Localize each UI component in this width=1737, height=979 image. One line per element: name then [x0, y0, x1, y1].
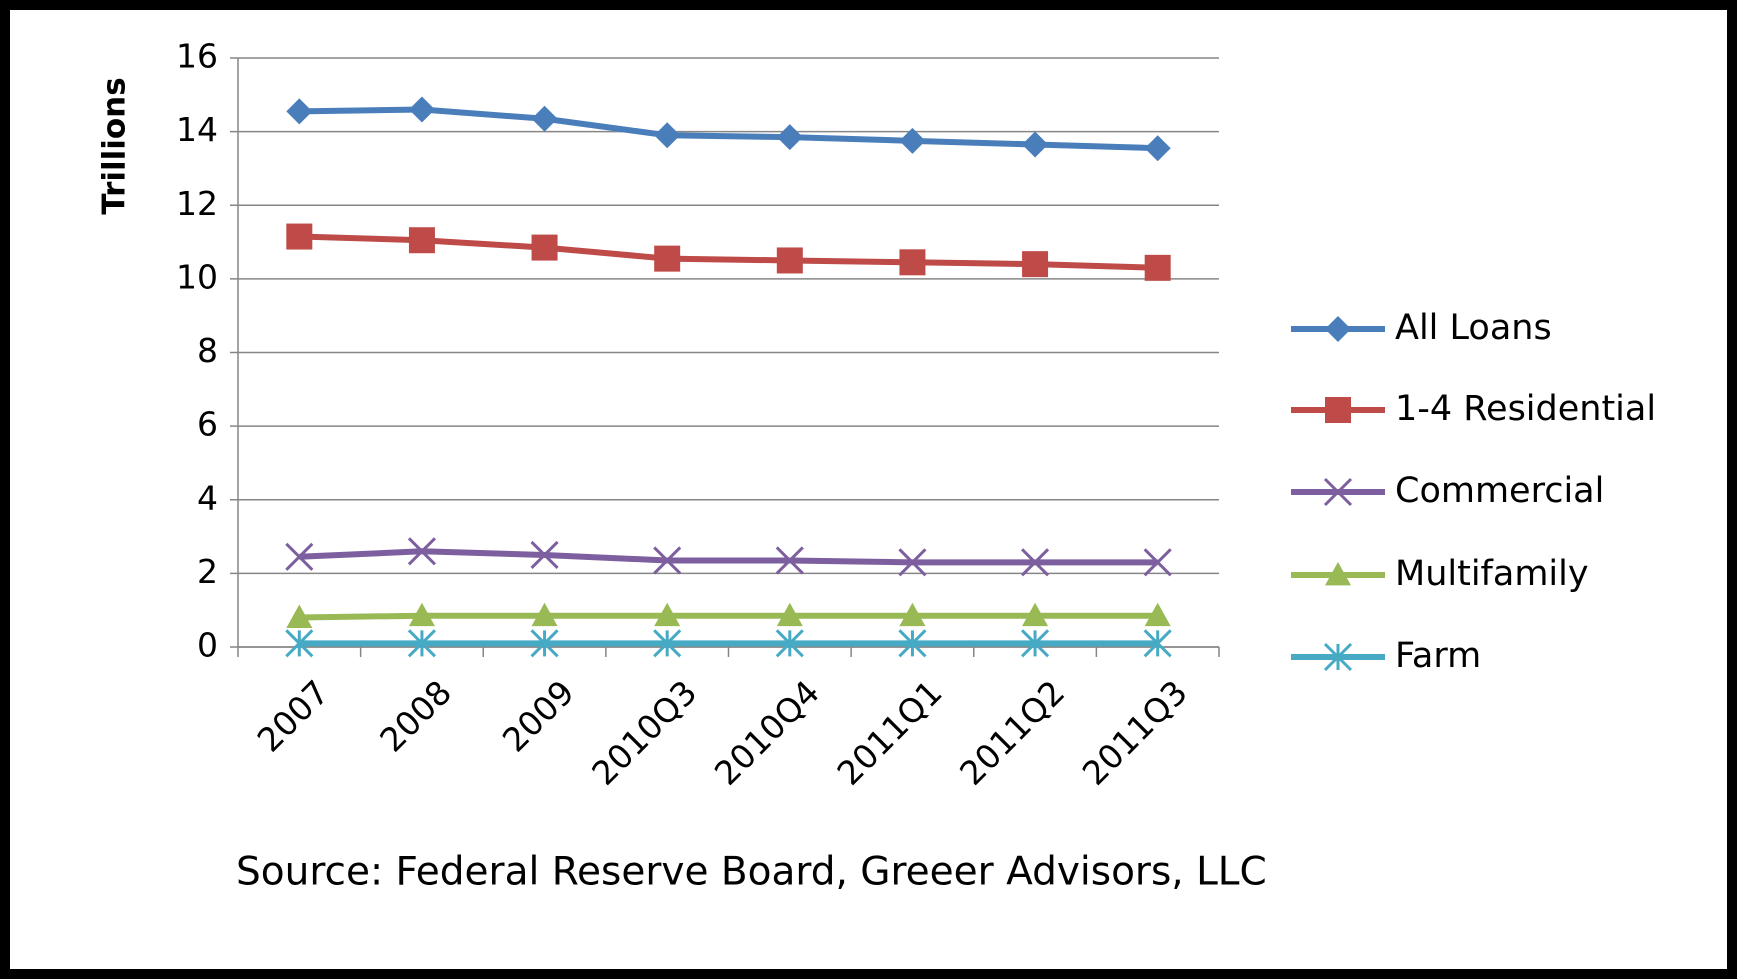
marker-square: [776, 247, 803, 274]
marker-star: [898, 629, 927, 658]
y-tick-label: 0: [197, 626, 218, 665]
x-tick-label: 2011Q1: [829, 673, 949, 793]
marker-triangle: [899, 602, 926, 627]
marker-triangle: [1144, 602, 1171, 627]
marker-x: [898, 548, 927, 577]
marker-star: [1143, 629, 1172, 658]
series-line: [299, 233, 1158, 271]
marker-star: [1020, 629, 1050, 658]
marker-diamond: [408, 96, 435, 123]
marker-star: [775, 629, 804, 658]
marker-square: [1022, 251, 1049, 278]
marker-diamond: [654, 122, 681, 149]
x-tick-label: 2009: [495, 673, 582, 760]
legend-label: All Loans: [1395, 308, 1552, 348]
marker-triangle: [286, 604, 313, 628]
marker-square: [1325, 397, 1351, 423]
y-tick-label: 6: [197, 405, 218, 444]
marker-star: [407, 629, 436, 658]
series-line: [299, 548, 1158, 566]
y-tick-label: 14: [176, 110, 218, 149]
marker-star: [285, 629, 314, 658]
series-line: [299, 106, 1158, 152]
marker-x: [530, 540, 559, 570]
marker-triangle: [408, 602, 435, 627]
source-note: Source: Federal Reserve Board, Greeer Ad…: [236, 850, 1267, 895]
y-tick-label: 16: [176, 37, 218, 76]
y-axis-label: Trillions: [97, 77, 133, 214]
marker-triangle: [1022, 602, 1049, 627]
marker-square: [408, 227, 435, 254]
x-tick-label: 2010Q3: [584, 673, 704, 793]
x-tick-label: 2010Q4: [707, 673, 827, 793]
marker-triangle: [531, 602, 558, 627]
marker-diamond: [286, 98, 313, 125]
y-tick-label: 2: [197, 552, 218, 591]
marker-x: [1323, 477, 1353, 507]
legend-label: Commercial: [1395, 471, 1604, 511]
y-tick-label: 12: [176, 184, 218, 223]
marker-square: [654, 245, 681, 272]
x-tick-label: 2007: [250, 673, 337, 760]
marker-square: [899, 249, 926, 276]
legend-label: 1-4 Residential: [1395, 389, 1656, 429]
marker-square: [1144, 254, 1171, 281]
series-line: [299, 612, 1158, 621]
x-tick-label: 2011Q2: [952, 673, 1072, 793]
marker-star: [1323, 642, 1353, 672]
marker-diamond: [1325, 316, 1351, 342]
legend-label: Multifamily: [1395, 554, 1589, 594]
x-tick-label: 2011Q3: [1075, 673, 1195, 793]
marker-x: [775, 546, 804, 575]
marker-x: [1143, 548, 1172, 577]
marker-diamond: [1144, 135, 1171, 162]
marker-x: [1020, 548, 1050, 577]
chart: Trillions Source: Federal Reserve Board,…: [97, 37, 1657, 895]
marker-square: [286, 223, 313, 250]
marker-diamond: [776, 124, 803, 151]
marker-x: [285, 542, 314, 571]
y-tick-label: 4: [197, 478, 218, 517]
marker-triangle: [776, 602, 803, 627]
marker-x: [407, 537, 436, 566]
marker-x: [653, 546, 682, 575]
marker-diamond: [531, 105, 558, 132]
marker-diamond: [1022, 131, 1049, 158]
y-tick-label: 10: [176, 257, 218, 296]
x-tick-label: 2008: [372, 673, 459, 760]
marker-diamond: [899, 127, 926, 154]
y-tick-label: 8: [197, 331, 218, 370]
legend-label: Farm: [1395, 636, 1481, 676]
marker-star: [530, 629, 559, 658]
marker-star: [653, 629, 682, 658]
marker-square: [531, 234, 558, 261]
marker-triangle: [654, 602, 681, 627]
marker-triangle: [1325, 562, 1351, 586]
